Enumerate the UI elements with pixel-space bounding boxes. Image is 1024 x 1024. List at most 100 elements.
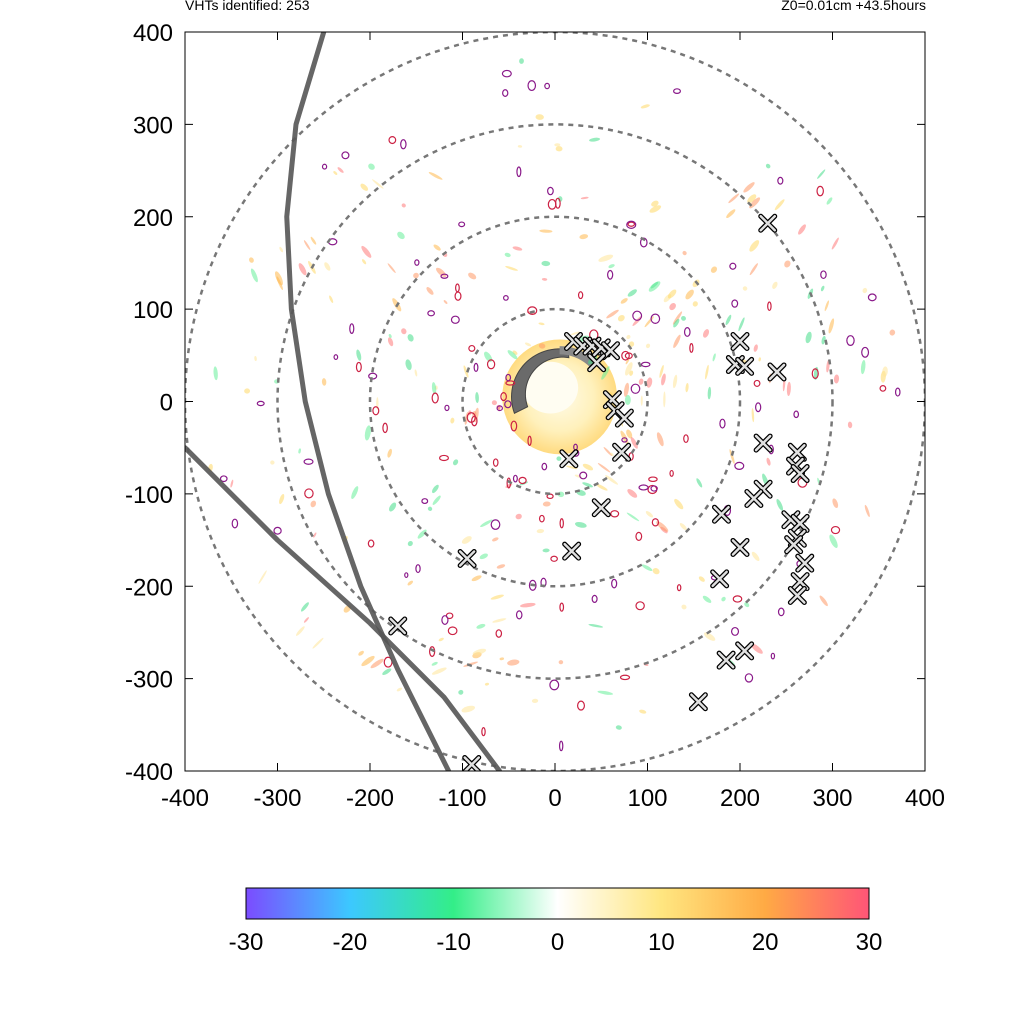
field-speckle: [471, 575, 482, 582]
field-speckle: [738, 317, 745, 332]
field-speckle: [623, 382, 630, 397]
field-speckle: [620, 298, 628, 304]
contour-loop: [421, 498, 429, 505]
contour-loop: [495, 629, 503, 638]
colorbar-tick-label: -10: [436, 929, 471, 956]
field-speckle: [329, 295, 334, 303]
field-speckle: [476, 623, 486, 629]
field-speckle: [542, 548, 550, 553]
contour-loop: [321, 163, 328, 170]
field-speckle: [582, 463, 594, 471]
vht-marker: [790, 464, 810, 484]
colorbar-tick-label: 0: [551, 929, 564, 956]
contour-loop: [303, 458, 314, 465]
vht-marker: [795, 553, 815, 573]
contour-loop: [635, 601, 645, 611]
range-ring: [461, 307, 649, 496]
contour-loop: [518, 476, 527, 485]
contour-loop: [689, 343, 694, 353]
contour-loop: [501, 69, 512, 78]
field-speckle: [580, 196, 589, 200]
contour-loop: [516, 166, 522, 178]
contour-loop: [219, 475, 228, 483]
vht-marker: [787, 585, 807, 605]
vht-marker: [562, 541, 582, 561]
field-speckle: [624, 394, 631, 406]
field-speckle: [351, 486, 359, 499]
field-speckle: [397, 231, 405, 240]
field-speckle: [645, 511, 654, 518]
vht-marker: [744, 488, 764, 508]
vht-marker: [712, 504, 731, 524]
contour-loop: [558, 740, 564, 752]
contour-loop: [830, 525, 841, 535]
contour-loop: [719, 418, 726, 429]
field-speckle: [463, 365, 469, 378]
vht-marker-fill: [785, 536, 802, 553]
axes: -400 -300 -200 -100 0 100 200 300 400 -400 -300 -20…: [125, 20, 945, 812]
field-speckle: [417, 529, 427, 539]
contour-loop: [458, 221, 466, 228]
field-speckle: [641, 564, 653, 572]
field-speckle: [431, 382, 437, 395]
y-tick-label: 100: [133, 297, 173, 324]
vht-marker-fill: [791, 515, 809, 532]
field-speckle: [860, 359, 866, 375]
field-speckle: [751, 408, 755, 423]
contour-loop: [492, 458, 499, 467]
field-speckle: [685, 382, 689, 393]
contour-loop: [579, 471, 588, 480]
field-speckle: [626, 334, 631, 340]
field-speckle: [608, 264, 615, 269]
field-speckle: [702, 329, 710, 338]
field-speckle: [244, 388, 251, 394]
field-speckle: [640, 395, 643, 406]
field-speckle: [758, 357, 762, 362]
contour-loop: [382, 422, 388, 434]
field-speckle: [652, 568, 660, 575]
vht-marker-fill: [565, 333, 582, 350]
field-speckle: [819, 595, 828, 607]
field-speckle: [333, 171, 338, 175]
vht-marker: [730, 331, 750, 351]
field-speckle: [672, 311, 683, 325]
contour-loop: [481, 727, 486, 737]
field-speckle: [743, 182, 755, 193]
contour-loop: [651, 518, 660, 527]
vht-marker: [767, 362, 787, 382]
field-speckle: [276, 276, 283, 291]
vht-marker-fill: [731, 333, 749, 350]
field-speckle: [468, 272, 477, 280]
contour-loop: [496, 405, 503, 412]
contour-loop: [349, 323, 355, 334]
contour-loop: [502, 89, 509, 98]
field-speckle: [784, 260, 791, 268]
field-speckle: [507, 350, 518, 360]
vht-marker-fill: [560, 450, 578, 468]
field-speckle: [882, 366, 888, 377]
x-tick-label: -100: [438, 785, 486, 812]
field-speckle: [648, 281, 661, 292]
colorbar-tick-label: -30: [229, 929, 264, 956]
field-speckle: [431, 661, 438, 666]
field-speckle: [535, 114, 544, 120]
field-speckle: [656, 432, 664, 447]
field-speckle: [610, 452, 614, 457]
x-tick-label: 300: [812, 785, 852, 812]
vht-marker-fill: [754, 434, 772, 452]
contour-loop: [846, 335, 855, 346]
field-speckle: [556, 456, 562, 461]
contour-loop: [734, 461, 745, 470]
contour-loop: [621, 350, 630, 361]
contour-loop: [816, 185, 824, 197]
field-speckle: [507, 659, 520, 666]
contour-loop: [626, 220, 637, 229]
vht-marker-fill: [563, 542, 580, 560]
field-speckle: [667, 289, 677, 299]
contour-loop: [341, 151, 350, 160]
field-speckle: [431, 484, 439, 494]
field-speckle: [230, 479, 234, 488]
field-speckle: [361, 245, 372, 258]
contour-loop: [676, 584, 682, 592]
vht-marker: [735, 356, 755, 376]
